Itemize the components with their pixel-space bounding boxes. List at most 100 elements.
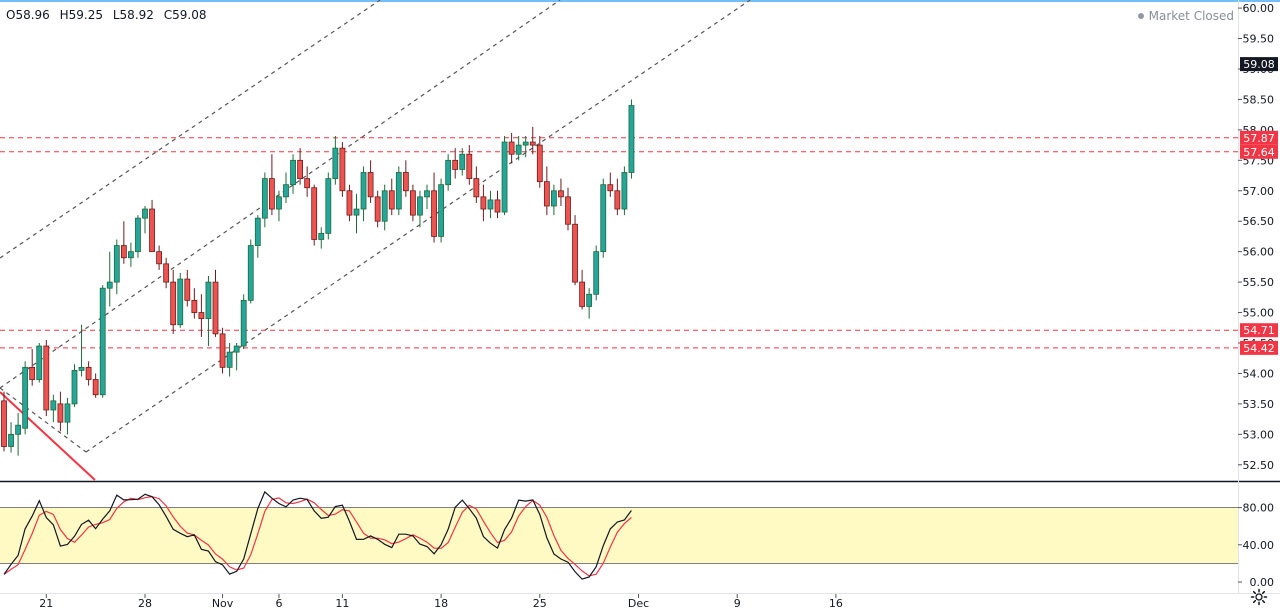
time-tick-label: 16: [829, 597, 843, 610]
downtrend-line: [0, 391, 96, 481]
level-tag: [1240, 130, 1278, 145]
candle-body: [254, 217, 261, 246]
candle: [325, 172, 332, 240]
time-tick-label: 28: [138, 597, 152, 610]
candle-body: [149, 208, 155, 253]
level-tag: [1240, 340, 1278, 355]
candle: [522, 135, 529, 158]
ohlc-low: L58.92: [112, 8, 154, 22]
candle-body: [85, 366, 92, 380]
candle: [85, 361, 92, 386]
candle: [156, 245, 163, 270]
channel-line-3: [0, 387, 87, 453]
candle: [29, 349, 36, 386]
candle: [402, 160, 409, 197]
price-tick-label: 53.00: [1243, 428, 1275, 441]
candle: [198, 294, 205, 337]
candle: [233, 342, 240, 371]
channel-line-1: [0, 0, 561, 389]
candle-body: [353, 208, 360, 216]
candle: [127, 242, 134, 267]
candle: [163, 257, 170, 289]
time-tick-label: 11: [335, 597, 349, 610]
status-dot-icon: [1137, 13, 1144, 19]
candle-body: [57, 403, 64, 423]
candle-body: [452, 159, 459, 170]
candle: [579, 269, 585, 310]
candle-body: [50, 400, 57, 411]
candle: [240, 294, 247, 350]
candle: [593, 245, 600, 301]
candle: [614, 178, 621, 216]
price-tick-label: 55.50: [1243, 276, 1275, 289]
candle: [276, 190, 282, 222]
candle: [71, 364, 78, 407]
candle: [459, 148, 466, 176]
candle: [36, 342, 43, 383]
candle: [424, 184, 430, 210]
candle-body: [64, 403, 71, 423]
candle: [22, 361, 29, 435]
candle: [99, 285, 106, 398]
candle: [135, 215, 141, 258]
candle-body: [184, 278, 191, 301]
time-tick-label: 6: [275, 597, 282, 610]
candle-body: [586, 293, 593, 307]
market-status: Market Closed: [1137, 9, 1234, 23]
candle: [452, 148, 459, 179]
gear-icon[interactable]: [1250, 588, 1268, 606]
candle: [290, 154, 296, 194]
candle-body: [156, 251, 163, 265]
candle: [311, 184, 318, 246]
candle: [565, 187, 571, 231]
candle-body: [15, 424, 22, 435]
candle-body: [494, 199, 501, 213]
candle: [339, 142, 346, 197]
candle-body: [424, 190, 430, 198]
candle-body: [522, 141, 529, 146]
time-tick-label: 18: [434, 597, 448, 610]
candle: [360, 166, 367, 222]
price-tick-label: 57.00: [1243, 185, 1275, 198]
candle-body: [212, 281, 219, 335]
candle-body: [1, 400, 7, 447]
candle: [191, 288, 198, 319]
candle: [431, 172, 437, 243]
candle: [8, 422, 14, 453]
candle: [600, 178, 607, 258]
candle: [445, 154, 452, 191]
candle: [184, 269, 191, 307]
candle-body: [487, 199, 494, 210]
candle: [177, 272, 184, 328]
candle-body: [311, 187, 318, 240]
candle-body: [360, 172, 367, 210]
candle: [494, 190, 501, 219]
candle: [409, 184, 416, 222]
stoch-tick-label: 0.00: [1250, 576, 1275, 589]
candle-body: [219, 333, 226, 368]
candle-body: [381, 190, 388, 222]
candle-body: [325, 178, 332, 234]
candle-body: [120, 245, 127, 259]
level-tag-label: 57.87: [1243, 132, 1275, 145]
candle-body: [480, 196, 487, 210]
candle: [1, 391, 7, 452]
candle: [297, 148, 304, 185]
candle-body: [529, 141, 536, 146]
candle: [529, 126, 536, 155]
candle-body: [431, 190, 437, 237]
candle-body: [579, 281, 585, 307]
candle: [621, 166, 628, 216]
candle: [318, 227, 325, 249]
candle: [346, 184, 353, 222]
candle: [480, 184, 487, 222]
time-tick-label: 9: [734, 597, 741, 610]
candle-body: [614, 190, 621, 210]
candle-body: [600, 184, 607, 253]
candle-body: [290, 159, 296, 186]
candle-body: [438, 184, 445, 237]
candle-body: [628, 105, 635, 173]
candle-body: [268, 178, 275, 210]
